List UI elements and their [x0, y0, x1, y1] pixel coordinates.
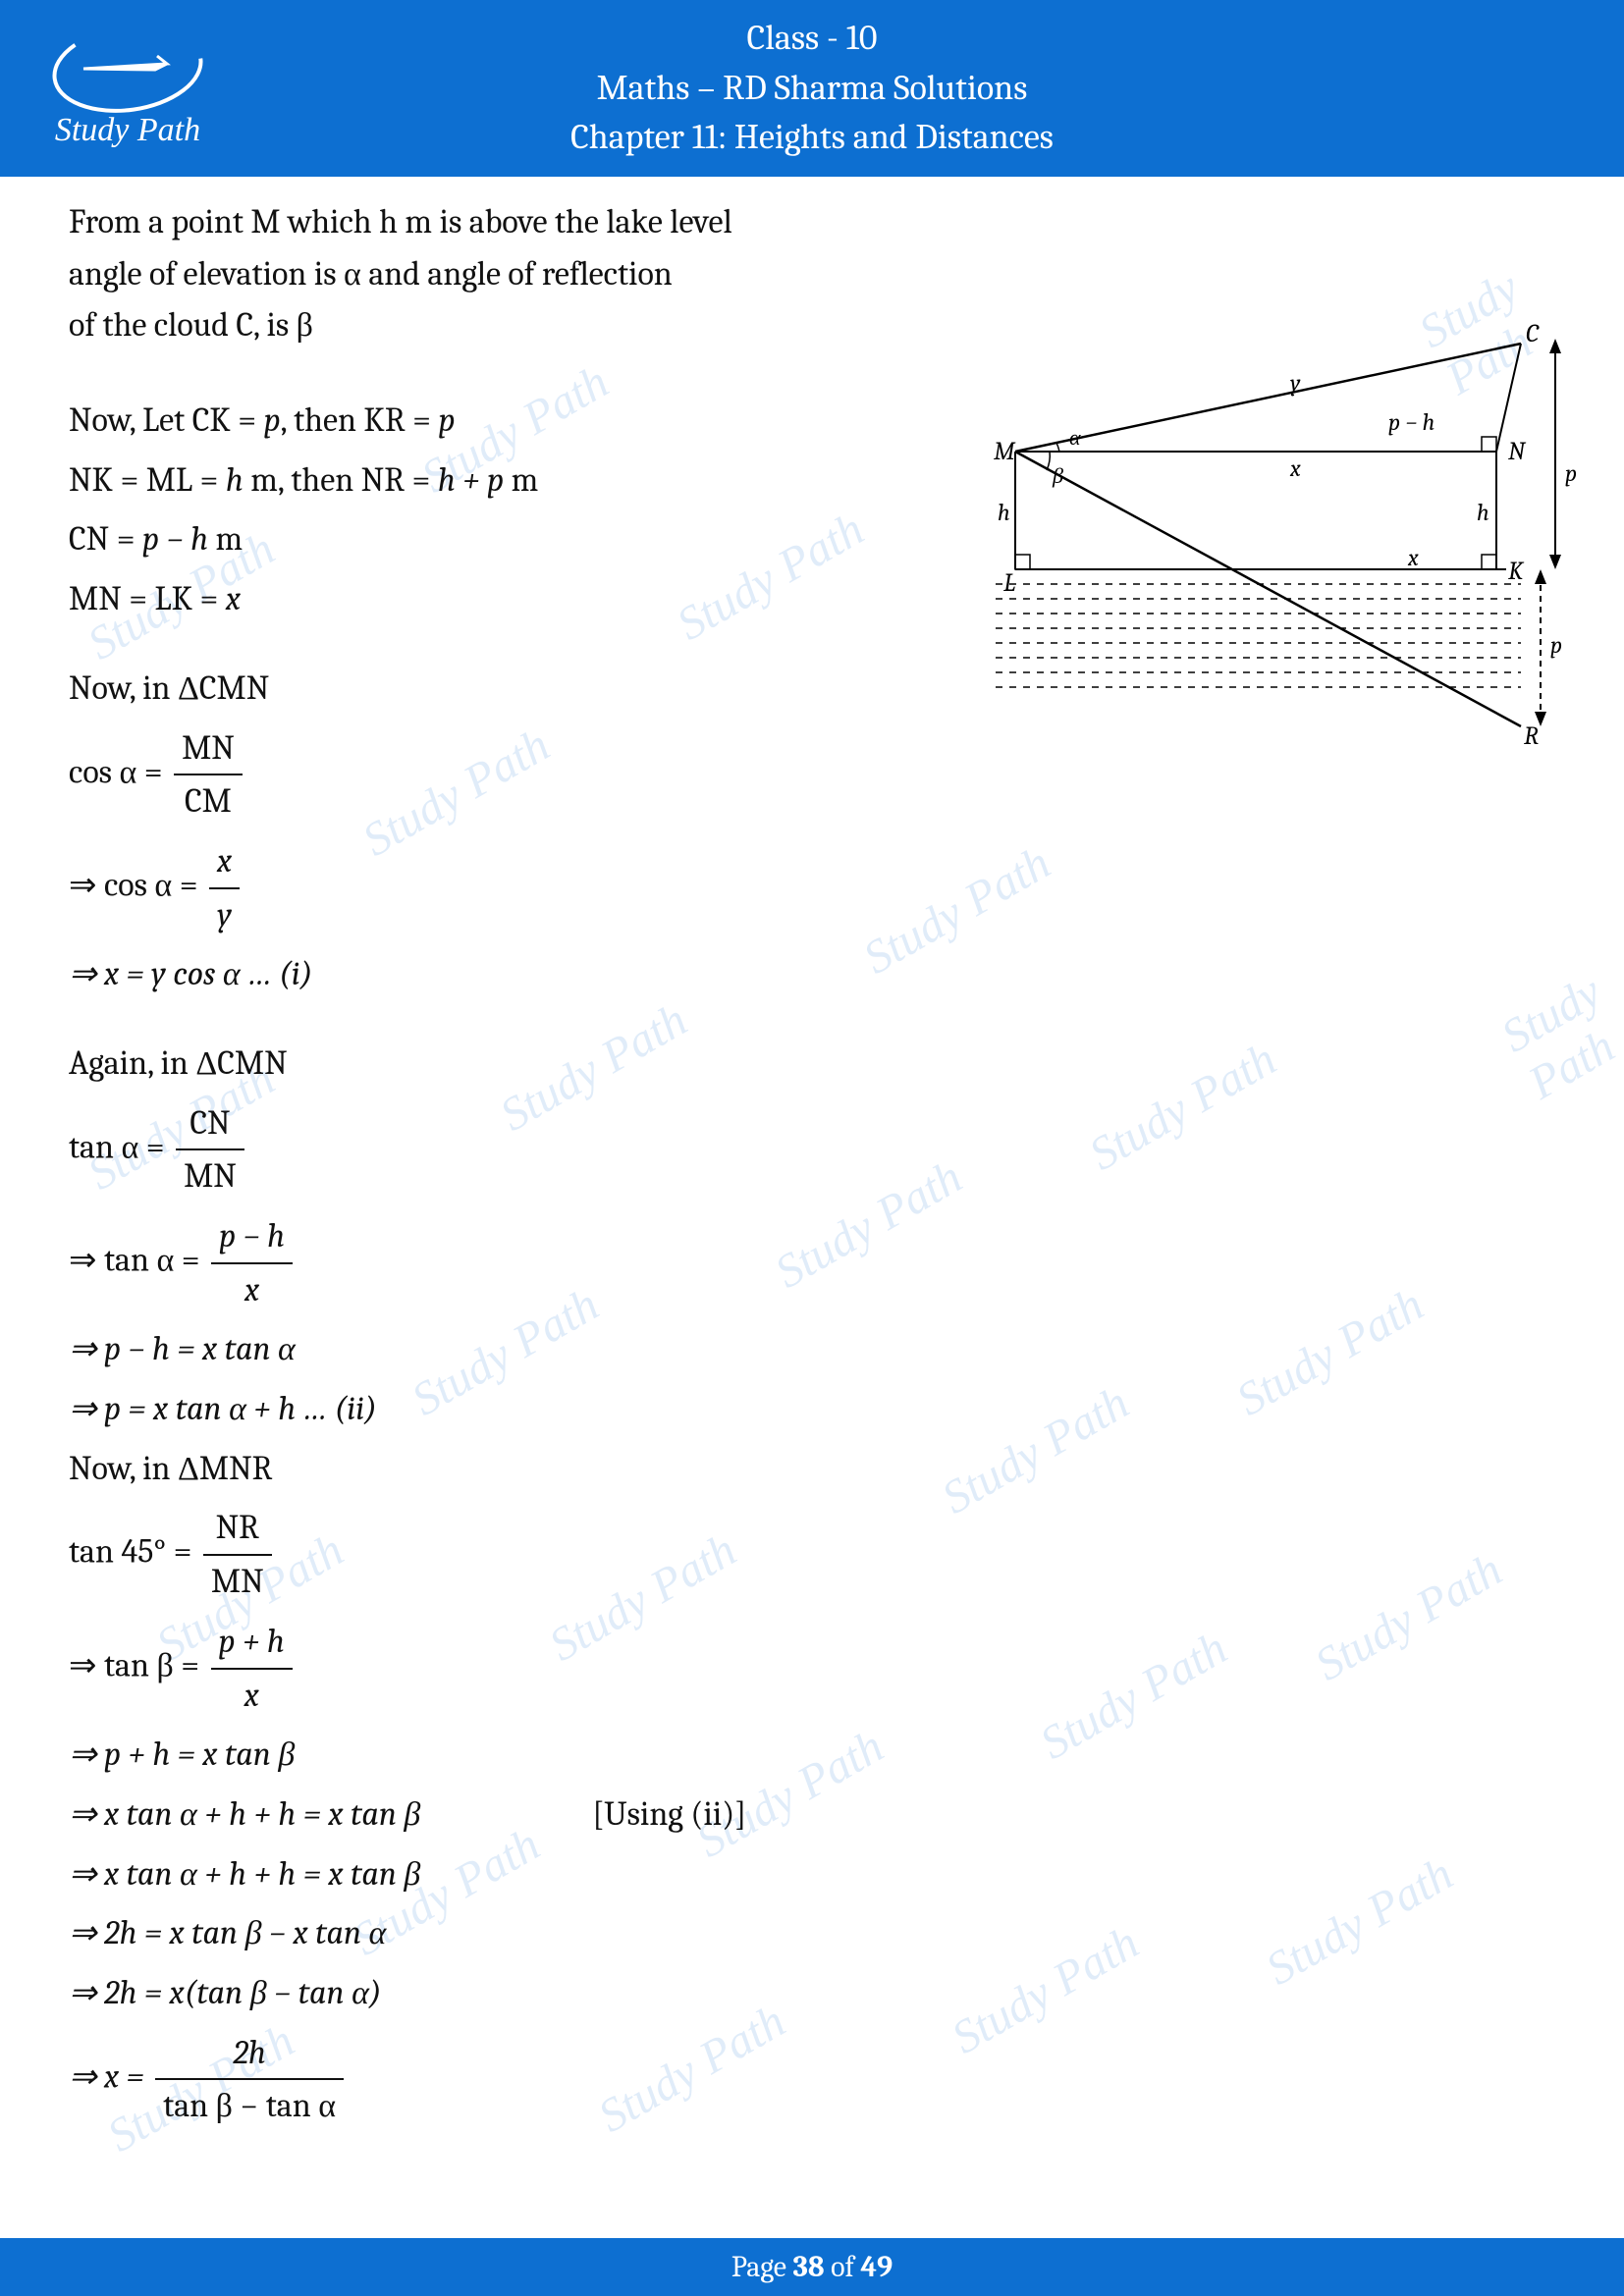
step1-eq3: ⇒ x = y cos α … (i): [69, 948, 1555, 1000]
fig-label-x: x: [1289, 454, 1301, 482]
step3-intro: Now, in ΔMNR: [69, 1443, 1555, 1495]
step2-eq4: ⇒ p = x tan α + h … (ii): [69, 1383, 1555, 1435]
footer-pre: Page: [731, 2250, 793, 2284]
step3-eq1: tan 45° = NRMN: [69, 1502, 1555, 1607]
step2-eq1: tan α = CNMN: [69, 1097, 1555, 1202]
intro-line2: angle of elevation is α and angle of ref…: [69, 248, 1555, 300]
fig-label-h2: h: [1477, 499, 1489, 526]
step3-eq5: ⇒ x tan α + h + h = x tan β: [69, 1848, 1555, 1900]
step2-eq2: ⇒ tan α = p − hx: [69, 1210, 1555, 1315]
fig-label-p1: p: [1565, 459, 1577, 487]
page-content: C M N L K R y p − h x x h h p p α β From…: [0, 177, 1624, 2132]
fig-label-beta: β: [1052, 463, 1063, 489]
subject-label: Maths – RD Sharma Solutions: [570, 64, 1054, 113]
footer-page: 38: [793, 2250, 825, 2284]
header-titles: Class - 10 Maths – RD Sharma Solutions C…: [570, 14, 1054, 162]
fig-label-h1: h: [998, 499, 1010, 526]
step2-eq3: ⇒ p − h = x tan α: [69, 1323, 1555, 1375]
step1-eq2: ⇒ cos α = xy: [69, 835, 1555, 940]
chapter-label: Chapter 11: Heights and Distances: [570, 113, 1054, 162]
step3-eq8: ⇒ x = 2htan β − tan α: [69, 2027, 1555, 2132]
class-label: Class - 10: [570, 14, 1054, 63]
fig-label-y: y: [1290, 369, 1301, 397]
footer-mid: of: [825, 2250, 861, 2284]
step3-eq6: ⇒ 2h = x tan β − x tan α: [69, 1907, 1555, 1959]
fig-label-p2: p: [1550, 631, 1562, 659]
footer-total: 49: [861, 2250, 893, 2284]
step2-intro: Again, in ΔCMN: [69, 1038, 1555, 1090]
step3-eq7: ⇒ 2h = x(tan β − tan α): [69, 1967, 1555, 2019]
intro-line1: From a point M which h m is above the la…: [69, 196, 1555, 248]
step3-eq4: ⇒ x tan α + h + h = x tan β [Using (ii)]: [69, 1789, 1555, 1841]
fig-label-M: M: [994, 437, 1016, 466]
step3-eq2: ⇒ tan β = p + hx: [69, 1616, 1555, 1721]
page-footer: Page 38 of 49: [0, 2238, 1624, 2296]
logo-text: Study Path: [55, 112, 200, 148]
fig-label-x2: x: [1407, 544, 1419, 571]
fig-label-K: K: [1508, 557, 1525, 586]
fig-label-pmh: p − h: [1388, 408, 1435, 436]
fig-label-L: L: [1003, 568, 1015, 598]
fig-label-N: N: [1508, 437, 1527, 466]
fig-label-R: R: [1524, 721, 1539, 751]
page-header: Study Path Class - 10 Maths – RD Sharma …: [0, 0, 1624, 177]
fig-label-alpha: α: [1069, 425, 1081, 451]
fig-label-C: C: [1526, 319, 1540, 348]
study-path-logo: Study Path: [29, 15, 226, 162]
step3-eq3: ⇒ p + h = x tan β: [69, 1729, 1555, 1781]
geometry-figure: C M N L K R y p − h x x h h p p α β: [976, 314, 1585, 825]
